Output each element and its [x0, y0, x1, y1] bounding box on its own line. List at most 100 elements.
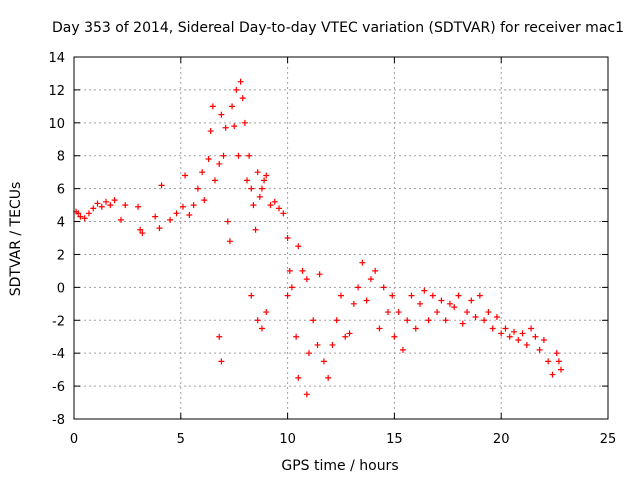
data-point — [338, 292, 344, 299]
data-point — [237, 78, 244, 85]
data-point — [295, 243, 302, 250]
data-point — [399, 346, 406, 353]
data-point — [179, 203, 186, 210]
data-point — [182, 172, 189, 179]
data-point — [216, 160, 223, 167]
data-point — [137, 226, 144, 233]
data-point — [314, 341, 321, 348]
data-point — [190, 202, 197, 209]
data-point — [231, 123, 238, 130]
data-point — [158, 182, 165, 189]
data-point — [263, 172, 270, 179]
data-point — [528, 325, 535, 332]
y-tick-label: 14 — [48, 51, 65, 66]
data-point — [446, 300, 453, 307]
data-point — [90, 205, 97, 212]
y-axis-label: SDTVAR / TECUs — [8, 182, 24, 297]
y-tick-label: 6 — [57, 183, 65, 198]
data-point — [558, 366, 565, 373]
data-point — [77, 213, 84, 220]
data-point — [284, 235, 291, 241]
data-point — [98, 203, 105, 210]
data-point — [395, 309, 402, 316]
data-point — [288, 284, 295, 291]
data-point — [135, 203, 142, 210]
data-point — [263, 309, 270, 316]
x-axis-label: GPS time / hours — [281, 458, 398, 474]
data-point — [211, 177, 218, 184]
data-point — [421, 287, 428, 294]
y-tick-label: 4 — [57, 216, 65, 231]
data-point — [254, 169, 261, 176]
data-point — [459, 320, 466, 327]
ticks: 0 5 10 15 20 25 -8 -6 -4 -2 0 2 4 6 8 10 12 14 — [48, 51, 616, 447]
data-point — [194, 185, 201, 192]
data-point — [173, 210, 180, 217]
data-point — [417, 300, 424, 307]
data-point — [380, 284, 387, 291]
y-tick-label: -6 — [52, 380, 65, 395]
x-tick-label: 25 — [600, 432, 617, 447]
data-point — [455, 292, 462, 299]
data-point — [239, 95, 246, 102]
data-point — [329, 341, 336, 348]
data-point — [333, 317, 340, 324]
data-point — [519, 330, 526, 337]
data-point — [85, 210, 92, 217]
data-point — [384, 309, 391, 316]
data-point — [464, 309, 471, 316]
data-point — [532, 333, 539, 340]
data-point — [325, 374, 332, 381]
data-point — [555, 358, 562, 365]
plot-frame — [73, 56, 609, 420]
data-point — [235, 152, 242, 159]
data-point — [350, 300, 357, 307]
data-point — [117, 216, 124, 223]
data-point — [442, 317, 449, 324]
y-tick-label: 2 — [57, 248, 65, 263]
data-point — [94, 200, 101, 207]
data-point — [81, 215, 88, 222]
data-point — [346, 330, 353, 337]
y-tick-label: 0 — [57, 281, 65, 296]
data-point — [250, 202, 257, 209]
data-point — [316, 271, 323, 278]
data-point — [152, 213, 159, 220]
data-point — [209, 103, 216, 110]
data-point — [506, 333, 513, 340]
data-point — [438, 297, 445, 304]
data-point — [233, 86, 240, 93]
x-tick-label: 0 — [70, 432, 78, 447]
data-point — [218, 358, 225, 365]
data-point — [389, 292, 396, 299]
data-point — [303, 276, 310, 283]
data-point — [476, 292, 483, 299]
data-point — [515, 337, 522, 344]
data-point — [218, 111, 225, 118]
data-point — [305, 350, 312, 357]
x-tick-label: 20 — [493, 432, 510, 447]
data-point — [276, 205, 283, 212]
data-point — [284, 292, 291, 299]
data-point — [216, 333, 223, 340]
data-point — [246, 152, 253, 159]
data-point — [224, 218, 231, 225]
data-point — [122, 202, 129, 209]
data-point — [355, 284, 362, 291]
data-point — [299, 267, 306, 274]
data-point — [545, 358, 552, 365]
data-point — [256, 193, 263, 200]
y-tick-label: 10 — [48, 117, 65, 132]
data-point — [226, 238, 233, 245]
data-point — [258, 185, 265, 192]
data-point — [261, 177, 268, 184]
data-point — [412, 325, 419, 332]
data-point — [111, 197, 118, 204]
data-point — [359, 259, 366, 266]
data-point — [468, 297, 475, 304]
data-point — [425, 317, 432, 324]
data-point — [485, 309, 492, 316]
data-point — [167, 216, 174, 223]
data-point — [376, 325, 383, 332]
data-point — [286, 267, 293, 274]
